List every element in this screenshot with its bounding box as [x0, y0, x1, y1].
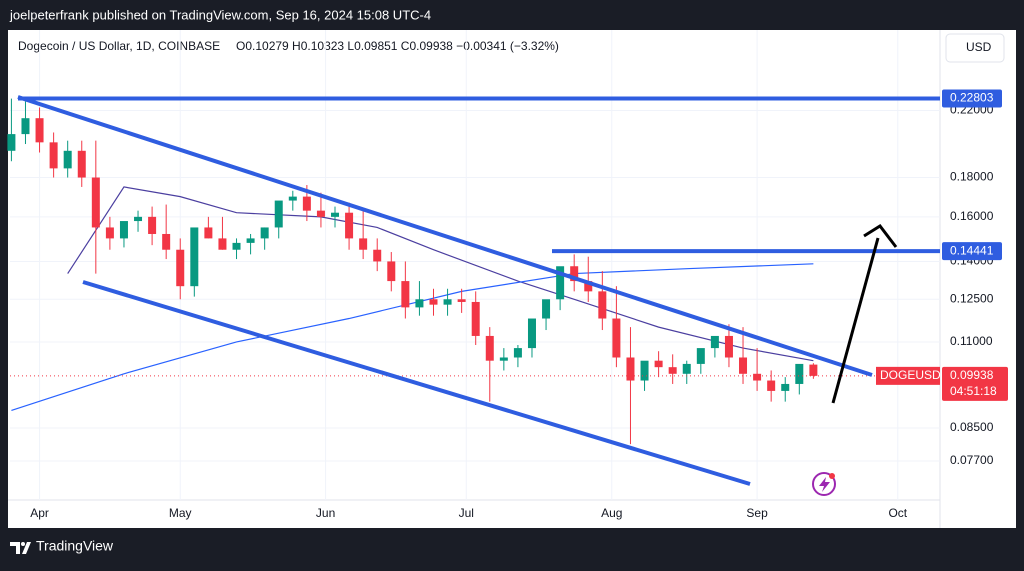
candle-body [668, 367, 677, 374]
icon-dot [829, 473, 835, 479]
x-tick-label: Jul [459, 506, 474, 520]
candle-body [148, 216, 157, 234]
candle-body [542, 299, 551, 319]
candle-body [612, 318, 621, 358]
candle-body [513, 348, 522, 358]
candle-body [105, 227, 114, 239]
candle-body [373, 249, 382, 262]
price-tag-label: 0.14441 [950, 243, 994, 257]
candle-body [696, 348, 705, 364]
candle-body [443, 299, 452, 305]
candle-body [401, 281, 410, 308]
candle-body [176, 249, 185, 287]
price-tag [942, 89, 1002, 108]
x-tick-label: Jun [316, 506, 335, 520]
last-price-tag [942, 366, 1008, 401]
x-tick-label: May [169, 506, 192, 520]
candle-body [485, 335, 494, 361]
y-tick-label: 0.18000 [950, 170, 994, 184]
logo [10, 542, 31, 554]
x-tick-label: Sep [746, 506, 768, 520]
arrow-head [863, 224, 898, 248]
moving-average [67, 186, 814, 362]
candle-body [570, 266, 579, 282]
symbol-tag [876, 366, 940, 385]
candle-body [471, 301, 480, 336]
candle-body [457, 299, 466, 302]
candle-body [387, 261, 396, 282]
y-tick-label: 0.07700 [950, 453, 994, 467]
candle-body [274, 200, 283, 228]
candle-body [260, 227, 269, 239]
candle-body [134, 216, 143, 222]
candle-body [556, 266, 565, 300]
candle-body [204, 227, 213, 239]
arrow [831, 237, 880, 404]
candle-body [162, 233, 171, 250]
icon-bolt [819, 477, 830, 492]
candle-body [809, 364, 818, 376]
brand: TradingView [36, 538, 114, 554]
candle-body [598, 291, 607, 319]
ohlc: O0.10279 H0.10323 L0.09851 C0.09938 −0.0… [236, 39, 559, 53]
icon[interactable] [812, 472, 836, 496]
y-tick-label: 0.12500 [950, 291, 994, 305]
candle-body [781, 383, 790, 391]
candle-body [119, 221, 128, 239]
candle-body [63, 150, 72, 169]
candle-body [288, 196, 297, 201]
candle-body [640, 360, 649, 381]
price-tag [942, 242, 1002, 261]
x-tick-label: Aug [601, 506, 622, 520]
candle-body [753, 373, 762, 381]
candle-body [302, 196, 311, 211]
candle-body [345, 212, 354, 239]
candle-body [331, 212, 340, 217]
candle-body [232, 242, 241, 250]
countdown: 04:51:18 [950, 384, 997, 398]
candle-body [190, 227, 199, 287]
x-tick-label: Oct [888, 506, 907, 520]
currency[interactable]: USD [966, 40, 992, 54]
candle-body [626, 357, 635, 381]
candle-body [654, 360, 663, 368]
candle-body [35, 118, 44, 143]
candle-body [710, 335, 719, 349]
candle-body [49, 142, 58, 169]
candle-body [795, 363, 804, 384]
symbol: Dogecoin / US Dollar, 1D, COINBASE [18, 39, 220, 53]
candle-body [767, 380, 776, 391]
last-price-label: 0.09938 [950, 368, 994, 382]
candle-body [218, 238, 227, 250]
trend-line-upper [17, 95, 873, 377]
candle-body [21, 118, 30, 135]
candle-body [682, 363, 691, 374]
candle-body [7, 134, 16, 151]
publisher: joelpeterfrank published on TradingView.… [9, 7, 431, 22]
candle-body [499, 357, 508, 361]
symbol-tag-label: DOGEUSD [880, 368, 941, 382]
x-tick-label: Apr [30, 506, 49, 520]
candle-body [429, 299, 438, 305]
candle-body [359, 238, 368, 250]
candle-body [724, 335, 733, 358]
y-tick-label: 0.08500 [950, 420, 994, 434]
price-tag-label: 0.22803 [950, 91, 994, 105]
trend-line-lower [82, 280, 751, 486]
candle-body [246, 238, 255, 243]
candle-body [77, 150, 86, 178]
y-tick-label: 0.16000 [950, 209, 994, 223]
currency-button[interactable] [945, 33, 1005, 63]
candle-body [739, 357, 748, 374]
candle-body [316, 210, 325, 217]
candle-body [584, 281, 593, 292]
candle-body [527, 318, 536, 349]
candle-body [91, 177, 100, 228]
candle-body [415, 299, 424, 308]
y-tick-label: 0.11000 [950, 334, 993, 348]
